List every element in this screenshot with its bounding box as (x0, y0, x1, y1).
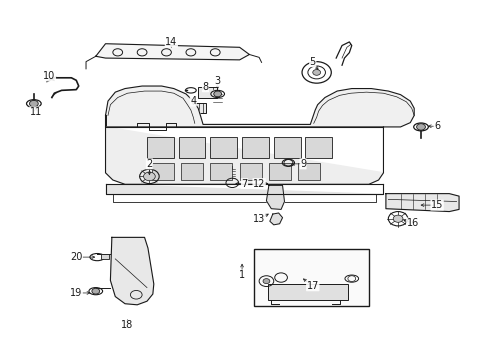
Text: 20: 20 (70, 252, 82, 262)
Bar (210, 137, 237, 158)
Text: 16: 16 (406, 218, 418, 228)
Circle shape (92, 288, 100, 294)
Bar (305, 137, 331, 158)
Bar (187, 103, 206, 113)
Bar (101, 254, 109, 259)
Circle shape (213, 91, 221, 97)
Polygon shape (96, 44, 249, 60)
Circle shape (312, 69, 320, 75)
Bar (254, 249, 368, 306)
Bar (152, 163, 173, 180)
Text: 3: 3 (214, 76, 220, 86)
Bar (181, 163, 203, 180)
Bar (242, 137, 268, 158)
Bar (268, 163, 290, 180)
Text: 2: 2 (146, 159, 152, 169)
Bar (298, 163, 320, 180)
Text: 4: 4 (190, 96, 196, 106)
Bar (273, 137, 300, 158)
Text: 11: 11 (30, 107, 42, 117)
Circle shape (263, 279, 269, 284)
Polygon shape (266, 185, 284, 210)
Bar (198, 87, 216, 98)
Polygon shape (385, 194, 458, 212)
Text: 13: 13 (252, 215, 264, 224)
Text: 15: 15 (430, 200, 443, 210)
Circle shape (143, 172, 155, 181)
Text: 5: 5 (309, 57, 315, 67)
Bar (267, 284, 347, 300)
Text: 18: 18 (121, 320, 133, 330)
Text: 6: 6 (433, 121, 439, 131)
Polygon shape (105, 86, 413, 127)
Text: 7: 7 (241, 179, 247, 189)
Circle shape (392, 215, 402, 222)
Text: 1: 1 (239, 270, 244, 280)
Text: 10: 10 (43, 71, 56, 81)
Text: 19: 19 (70, 288, 82, 298)
Text: 14: 14 (165, 37, 177, 47)
Bar (147, 137, 173, 158)
Bar (178, 137, 205, 158)
Polygon shape (110, 237, 154, 305)
Text: 8: 8 (202, 82, 208, 92)
Polygon shape (269, 213, 282, 225)
Text: 9: 9 (299, 159, 305, 169)
Circle shape (416, 124, 425, 130)
Bar (239, 163, 261, 180)
Text: 12: 12 (252, 179, 265, 189)
Bar (210, 163, 232, 180)
Polygon shape (105, 127, 383, 184)
Text: 17: 17 (306, 281, 318, 291)
Circle shape (29, 100, 38, 107)
Polygon shape (105, 184, 383, 194)
